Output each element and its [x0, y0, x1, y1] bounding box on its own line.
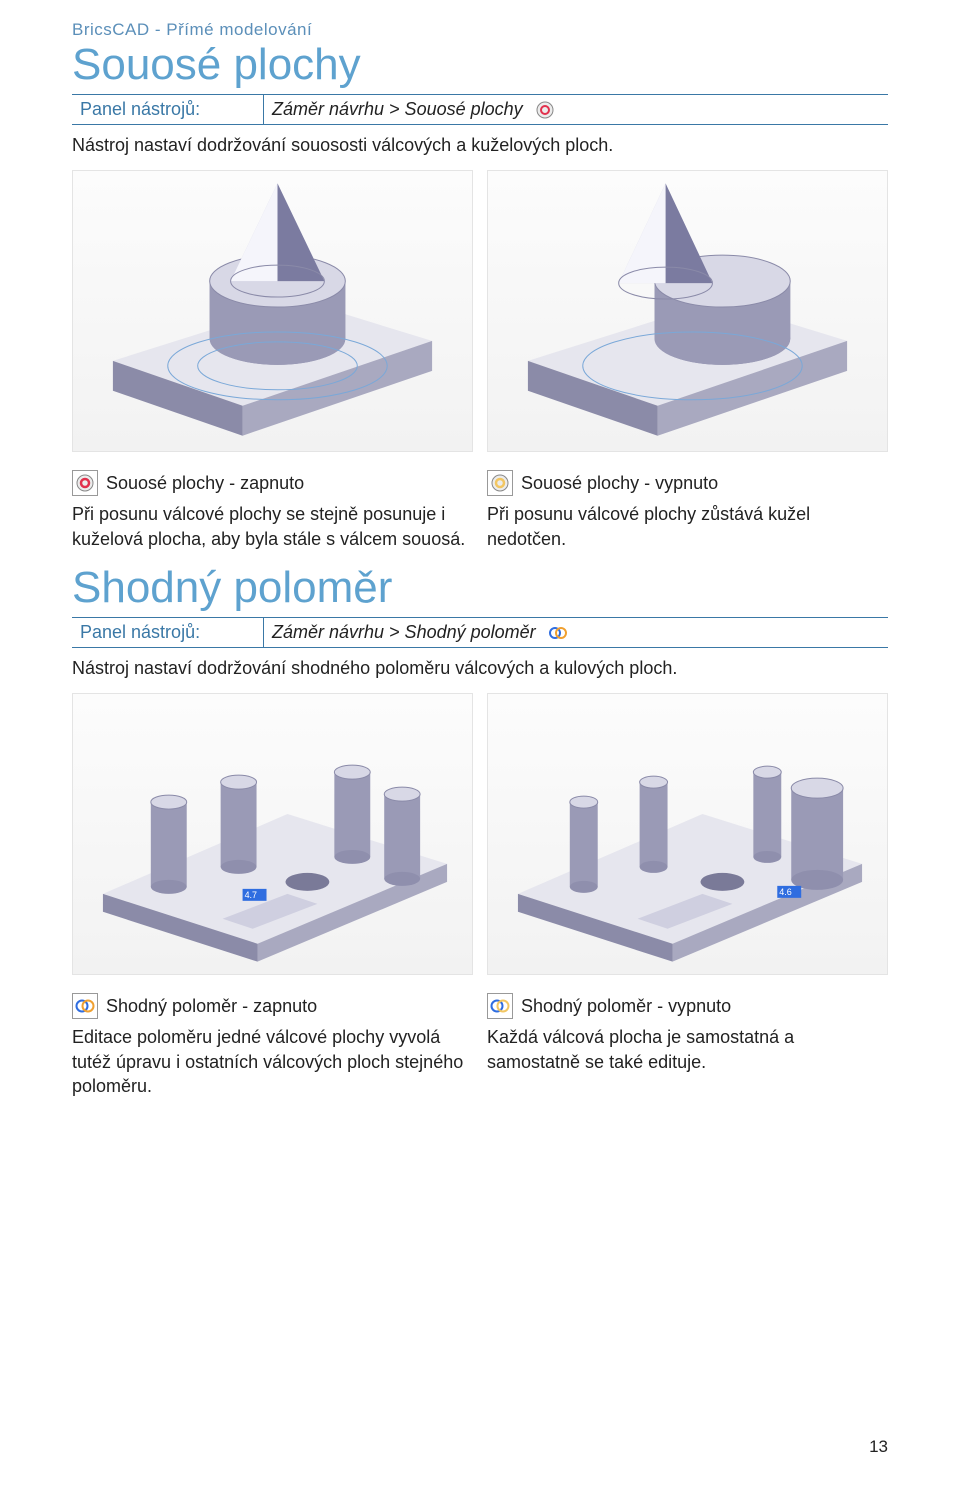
section1-panel-label: Panel nástrojů: — [72, 95, 264, 125]
section2-figures: 4.7 — [72, 693, 888, 975]
section1-cap-on-body: Při posunu válcové plochy se stejně posu… — [72, 502, 473, 551]
page-number: 13 — [869, 1437, 888, 1457]
section1-panel-value: Záměr návrhu > Souosé plochy — [264, 95, 889, 125]
section1-cap-on-title: Souosé plochy - zapnuto — [106, 473, 304, 494]
section2-panel-value: Záměr návrhu > Shodný poloměr — [264, 618, 889, 648]
coaxial-on-icon — [72, 470, 98, 496]
section2-cap-off-body: Každá válcová plocha je samostatná a sam… — [487, 1025, 888, 1074]
section2-cap-off-title: Shodný poloměr - vypnuto — [521, 996, 731, 1017]
section1-description: Nástroj nastaví dodržování souososti vál… — [72, 133, 888, 158]
section1-title: Souosé plochy — [72, 42, 888, 88]
equal-radius-on-icon — [72, 993, 98, 1019]
section1-panel-value-text: Záměr návrhu > Souosé plochy — [272, 99, 523, 119]
svg-text:4.7: 4.7 — [245, 890, 257, 900]
coaxial-off-icon — [487, 470, 513, 496]
section2-figure-off: 4.6 — [487, 693, 888, 975]
section2-captions: Shodný poloměr - zapnuto Editace poloměr… — [72, 993, 888, 1098]
section1-captions: Souosé plochy - zapnuto Při posunu válco… — [72, 470, 888, 551]
section2-cap-on-title: Shodný poloměr - zapnuto — [106, 996, 317, 1017]
svg-text:4.6: 4.6 — [779, 887, 791, 897]
section2-title: Shodný poloměr — [72, 565, 888, 611]
section1-info-table: Panel nástrojů: Záměr návrhu > Souosé pl… — [72, 94, 888, 125]
section2-panel-value-text: Záměr návrhu > Shodný poloměr — [272, 622, 536, 642]
section1-figure-off — [487, 170, 888, 452]
coaxial-icon — [536, 101, 554, 119]
equal-radius-icon — [549, 624, 567, 642]
page-header: BricsCAD - Přímé modelování — [72, 20, 888, 40]
section2-panel-label: Panel nástrojů: — [72, 618, 264, 648]
section1-cap-off-body: Při posunu válcové plochy zůstává kužel … — [487, 502, 888, 551]
section2-cap-on-body: Editace poloměru jedné válcové plochy vy… — [72, 1025, 473, 1098]
section2-description: Nástroj nastaví dodržování shodného polo… — [72, 656, 888, 681]
section1-figures — [72, 170, 888, 452]
section1-figure-on — [72, 170, 473, 452]
section2-figure-on: 4.7 — [72, 693, 473, 975]
equal-radius-off-icon — [487, 993, 513, 1019]
section1-cap-off-title: Souosé plochy - vypnuto — [521, 473, 718, 494]
section2-info-table: Panel nástrojů: Záměr návrhu > Shodný po… — [72, 617, 888, 648]
